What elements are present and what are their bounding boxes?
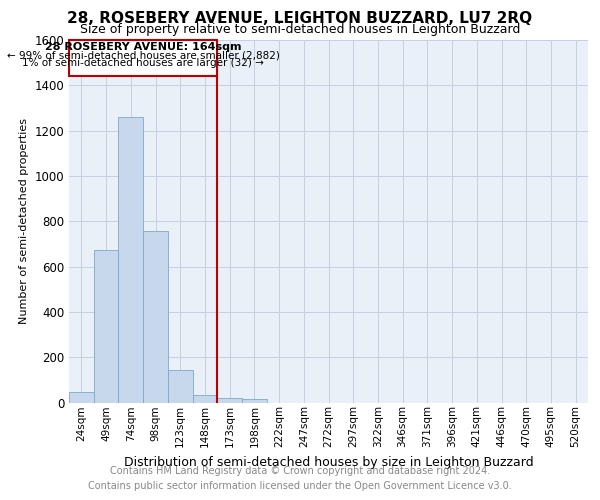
- Text: ← 99% of semi-detached houses are smaller (2,882): ← 99% of semi-detached houses are smalle…: [7, 50, 280, 60]
- Text: 28 ROSEBERY AVENUE: 164sqm: 28 ROSEBERY AVENUE: 164sqm: [45, 42, 241, 52]
- Bar: [69, 392, 94, 402]
- Text: 1% of semi-detached houses are larger (32) →: 1% of semi-detached houses are larger (3…: [22, 58, 264, 68]
- Text: 28, ROSEBERY AVENUE, LEIGHTON BUZZARD, LU7 2RQ: 28, ROSEBERY AVENUE, LEIGHTON BUZZARD, L…: [67, 11, 533, 26]
- Text: Contains HM Land Registry data © Crown copyright and database right 2024.
Contai: Contains HM Land Registry data © Crown c…: [88, 466, 512, 491]
- Bar: [168, 370, 193, 402]
- X-axis label: Distribution of semi-detached houses by size in Leighton Buzzard: Distribution of semi-detached houses by …: [124, 456, 533, 468]
- Bar: [118, 117, 143, 403]
- Text: Size of property relative to semi-detached houses in Leighton Buzzard: Size of property relative to semi-detach…: [80, 22, 520, 36]
- FancyBboxPatch shape: [69, 40, 217, 76]
- Bar: [217, 398, 242, 402]
- Bar: [94, 250, 118, 402]
- Bar: [143, 232, 168, 402]
- Y-axis label: Number of semi-detached properties: Number of semi-detached properties: [19, 118, 29, 324]
- Bar: [193, 395, 217, 402]
- Bar: [242, 399, 267, 402]
